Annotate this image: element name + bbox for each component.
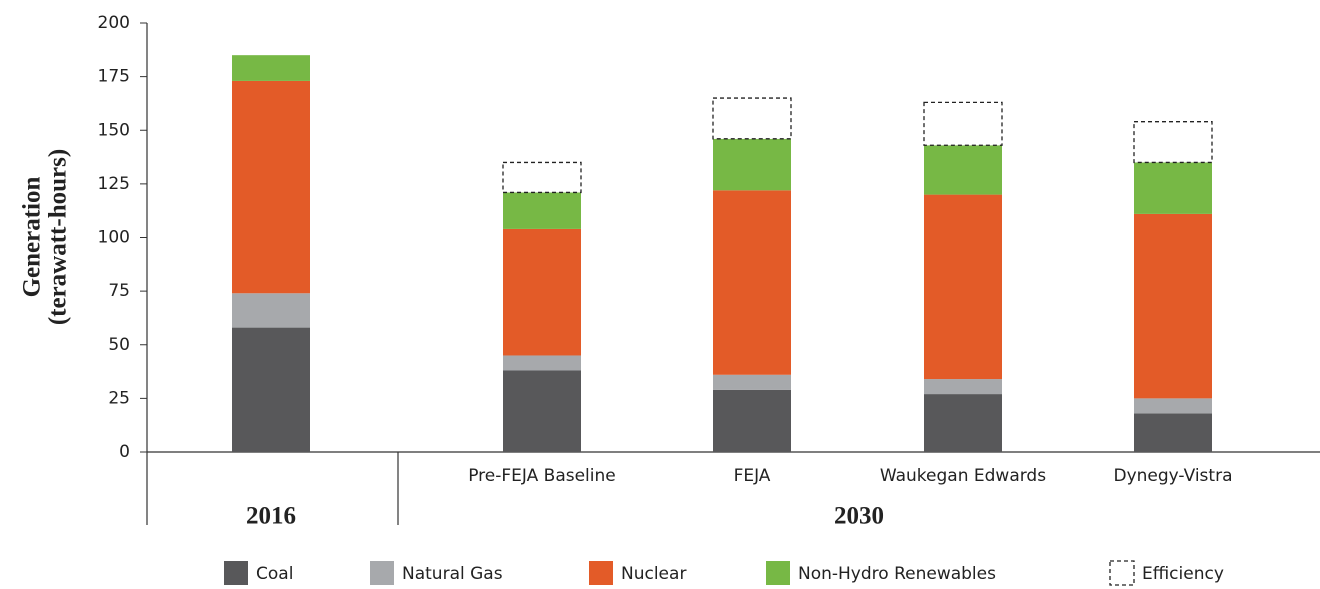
bar-segment <box>232 327 310 452</box>
bar-segment <box>232 80 310 294</box>
bar-segment <box>232 55 310 81</box>
bar-segment <box>924 394 1002 452</box>
x-tick-label: Dynegy-Vistra <box>1114 466 1233 486</box>
y-tick-label: 75 <box>108 281 130 301</box>
legend-label: Efficiency <box>1142 564 1224 584</box>
group-label: 2030 <box>834 503 884 530</box>
bar-segment <box>924 145 1002 195</box>
x-tick-label: Pre-FEJA Baseline <box>468 466 616 486</box>
bar-segment <box>713 374 791 390</box>
legend-label: Natural Gas <box>402 564 503 584</box>
bar-segment <box>503 192 581 229</box>
legend-swatch <box>589 561 613 585</box>
bar-segment <box>1134 162 1212 214</box>
legend-label: Nuclear <box>621 564 686 584</box>
bar-segment <box>1134 398 1212 414</box>
legend-swatch <box>370 561 394 585</box>
bar-segment <box>712 97 792 140</box>
bar-segment <box>502 161 582 194</box>
y-axis-label: (terawatt-hours) <box>45 149 72 325</box>
y-tick-label: 100 <box>98 228 130 248</box>
legend-swatch <box>1109 560 1135 586</box>
legend-swatch <box>224 561 248 585</box>
legend-swatch <box>766 561 790 585</box>
y-tick-label: 150 <box>98 120 130 140</box>
x-tick-label: FEJA <box>734 466 771 486</box>
legend-label: Coal <box>256 564 293 584</box>
bar-segment <box>503 370 581 452</box>
bar-segment <box>503 228 581 356</box>
y-tick-label: 175 <box>98 67 130 87</box>
y-axis-label: Generation <box>19 177 46 298</box>
x-tick-label: Waukegan Edwards <box>880 466 1046 486</box>
y-tick-label: 200 <box>98 13 130 33</box>
legend-label: Non-Hydro Renewables <box>798 564 996 584</box>
group-label: 2016 <box>246 503 296 530</box>
bar-segment <box>713 138 791 191</box>
bar-segment <box>713 190 791 375</box>
bar-segment <box>924 194 1002 380</box>
y-tick-label: 0 <box>119 442 130 462</box>
bar-segment <box>1134 413 1212 452</box>
bar-segment <box>713 389 791 452</box>
bar-segment <box>924 379 1002 395</box>
bar-segment <box>1133 121 1213 164</box>
bar-segment <box>232 293 310 328</box>
bar-segment <box>503 355 581 371</box>
bar-segment <box>923 101 1003 146</box>
bar-segment <box>1134 213 1212 399</box>
y-tick-label: 25 <box>108 388 130 408</box>
y-tick-label: 50 <box>108 335 130 355</box>
y-tick-label: 125 <box>98 174 130 194</box>
